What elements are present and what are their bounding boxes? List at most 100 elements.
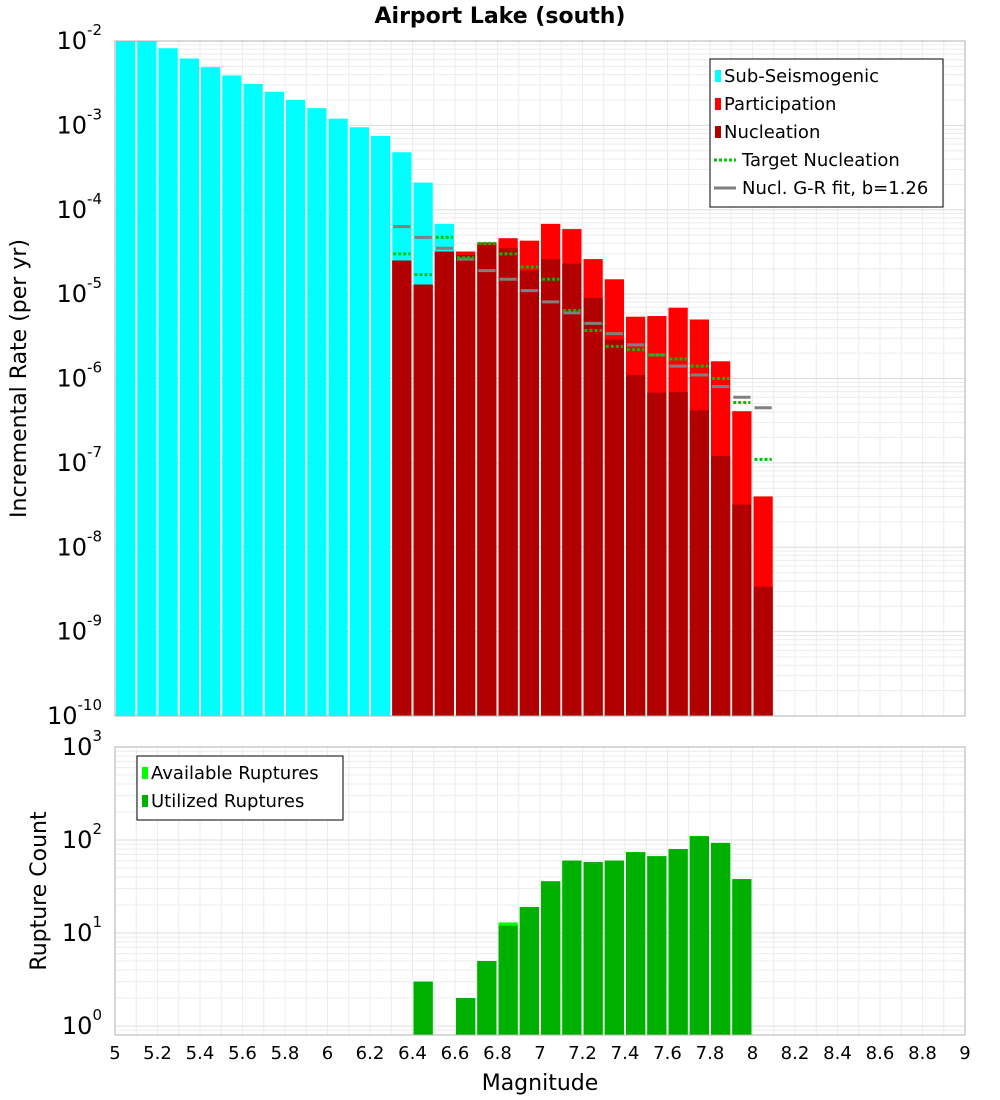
x-tick-label: 5 <box>109 1043 120 1064</box>
bar-nucleation <box>434 251 454 716</box>
bar-nucleation <box>562 263 582 716</box>
bar-sub-seismogenic <box>243 83 263 716</box>
x-tick-labels: 5 5.2 5.4 5.6 5.8 6 6.2 6.4 6.6 6.8 7 7.2 7.4 7.6 7.8 8… <box>109 1043 970 1064</box>
legend-label: Nucl. G-R fit, b=1.26 <box>742 178 928 199</box>
bar-utilized-ruptures <box>583 861 603 1035</box>
x-tick-label: 6.2 <box>356 1043 385 1064</box>
y-tick-label: 10-9 <box>56 612 102 646</box>
bar-nucleation <box>604 339 624 716</box>
top-lines <box>393 225 772 461</box>
x-axis-label: Magnitude <box>482 1071 599 1096</box>
x-tick-label: 7 <box>534 1043 545 1064</box>
x-tick-label: 8.8 <box>908 1043 937 1064</box>
bar-sub-seismogenic <box>158 48 178 716</box>
legend-swatch <box>715 70 721 82</box>
y-tick-label: 10-5 <box>56 274 102 308</box>
legend-swatch <box>715 98 721 110</box>
bar-nucleation <box>456 255 476 716</box>
y-tick-label: 101 <box>62 913 102 947</box>
legend-box <box>136 755 344 821</box>
legend-box <box>709 58 944 208</box>
bar-utilized-ruptures <box>668 849 688 1035</box>
x-tick-label: 6.8 <box>483 1043 512 1064</box>
bar-utilized-ruptures <box>541 881 561 1035</box>
bar-utilized-ruptures <box>562 860 582 1035</box>
bottom-plot-frame <box>114 746 966 1036</box>
top-y-tick-labels: 10-10 10-9 10-8 10-7 10-6 10-5 10-4 10-3 10-2 <box>47 21 102 730</box>
x-tick-label: 7.4 <box>611 1043 640 1064</box>
x-tick-label: 5.6 <box>228 1043 257 1064</box>
legend-label: Utilized Ruptures <box>151 791 304 812</box>
legend-label: Nucleation <box>724 122 820 143</box>
y-tick-label: 102 <box>62 820 102 854</box>
y-tick-label: 10-2 <box>56 21 102 55</box>
top-legend: Sub-Seismogenic Participation Nucleation Ta… <box>709 58 944 208</box>
x-tick-label: 7.6 <box>653 1043 682 1064</box>
bar-utilized-ruptures <box>519 907 539 1035</box>
bar-utilized-ruptures <box>732 879 752 1035</box>
legend-label: Sub-Seismogenic <box>724 66 879 87</box>
bottom-y-axis-label: Rupture Count <box>27 811 52 971</box>
bar-nucleation <box>541 259 561 716</box>
top-y-axis-label: Incremental Rate (per yr) <box>7 239 32 518</box>
bar-sub-seismogenic <box>371 135 391 717</box>
bar-sub-seismogenic <box>116 41 136 716</box>
bar-nucleation <box>626 375 646 716</box>
bar-nucleation <box>647 392 667 716</box>
bottom-legend: Available Ruptures Utilized Ruptures <box>136 755 344 821</box>
y-tick-label: 10-8 <box>56 527 102 561</box>
bar-utilized-ruptures <box>477 960 497 1035</box>
bar-nucleation <box>668 392 688 716</box>
x-tick-label: 5.4 <box>186 1043 215 1064</box>
chart-title: Airport Lake (south) <box>375 4 626 29</box>
x-tick-label: 7.2 <box>568 1043 597 1064</box>
bar-nucleation <box>753 586 773 716</box>
x-tick-label: 8 <box>747 1043 758 1064</box>
top-bars <box>116 41 773 717</box>
bar-sub-seismogenic <box>222 75 242 717</box>
y-tick-label: 10-4 <box>56 190 102 224</box>
bar-utilized-ruptures <box>498 925 518 1035</box>
x-tick-label: 6 <box>322 1043 333 1064</box>
bar-sub-seismogenic <box>286 99 306 717</box>
x-tick-label: 6.4 <box>398 1043 427 1064</box>
bar-utilized-ruptures <box>604 860 624 1035</box>
bar-sub-seismogenic <box>179 58 199 716</box>
x-tick-label: 5.2 <box>143 1043 172 1064</box>
legend-swatch <box>142 767 148 779</box>
bar-utilized-ruptures <box>413 981 433 1035</box>
bar-sub-seismogenic <box>264 91 284 716</box>
bar-nucleation <box>413 284 433 716</box>
bar-nucleation <box>583 297 603 716</box>
legend-swatch <box>715 126 721 138</box>
x-tick-label: 9 <box>959 1043 970 1064</box>
bar-nucleation <box>711 456 731 716</box>
legend-label: Available Ruptures <box>151 763 319 784</box>
y-tick-label: 10-6 <box>56 359 102 393</box>
bottom-y-tick-labels: 100 101 102 103 <box>62 727 102 1040</box>
bar-nucleation <box>732 504 752 716</box>
x-tick-label: 8.4 <box>823 1043 852 1064</box>
y-tick-label: 10-10 <box>47 696 102 730</box>
bar-nucleation <box>392 260 412 716</box>
bottom-bars <box>413 836 752 1035</box>
legend-label: Target Nucleation <box>741 150 900 171</box>
bar-utilized-ruptures <box>456 997 476 1035</box>
legend-label: Participation <box>724 94 836 115</box>
bar-sub-seismogenic <box>201 67 221 716</box>
x-tick-label: 6.6 <box>441 1043 470 1064</box>
x-tick-label: 7.8 <box>696 1043 725 1064</box>
bar-nucleation <box>689 410 709 716</box>
top-plot-frame <box>114 40 966 717</box>
y-tick-label: 10-3 <box>56 105 102 139</box>
x-tick-label: 8.6 <box>866 1043 895 1064</box>
bar-utilized-ruptures <box>626 852 646 1035</box>
x-tick-label: 5.8 <box>271 1043 300 1064</box>
bar-sub-seismogenic <box>137 41 157 716</box>
bar-nucleation <box>498 248 518 717</box>
y-tick-label: 103 <box>62 727 102 761</box>
bar-nucleation <box>519 270 539 716</box>
bar-sub-seismogenic <box>349 127 369 716</box>
bar-nucleation <box>477 245 497 717</box>
